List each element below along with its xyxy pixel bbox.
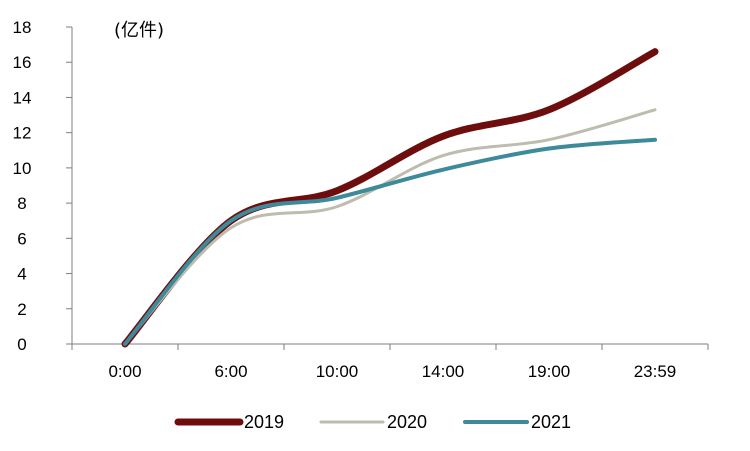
series-line-2021 — [123, 137, 657, 346]
legend: 2019 2020 2021 — [174, 412, 571, 432]
y-tick-label: 10 — [13, 159, 32, 178]
y-axis-ticks: 0 2 4 6 8 10 12 14 16 18 — [13, 18, 72, 354]
y-tick-label: 0 — [17, 335, 26, 354]
x-tick-label: 0:00 — [108, 362, 141, 381]
x-tick-label: 23:59 — [634, 362, 677, 381]
y-unit-label: (亿件) — [114, 20, 164, 41]
x-tick-label: 6:00 — [214, 362, 247, 381]
legend-label-2020: 2020 — [387, 412, 427, 432]
y-tick-label: 2 — [17, 300, 26, 319]
x-tick-label: 10:00 — [316, 362, 359, 381]
series-line-2019 — [121, 48, 659, 348]
x-axis-ticks: 0:00 6:00 10:00 14:00 19:00 23:59 — [71, 344, 709, 381]
y-tick-label: 6 — [17, 229, 26, 248]
y-tick-label: 4 — [17, 265, 26, 284]
legend-label-2019: 2019 — [244, 412, 284, 432]
legend-label-2021: 2021 — [531, 412, 571, 432]
y-tick-label: 16 — [13, 53, 32, 72]
y-tick-label: 18 — [13, 18, 32, 37]
x-tick-label: 19:00 — [528, 362, 571, 381]
y-tick-label: 12 — [13, 124, 32, 143]
x-tick-label: 14:00 — [422, 362, 465, 381]
y-tick-label: 8 — [17, 194, 26, 213]
series-lines — [121, 48, 659, 348]
y-tick-label: 14 — [13, 88, 32, 107]
